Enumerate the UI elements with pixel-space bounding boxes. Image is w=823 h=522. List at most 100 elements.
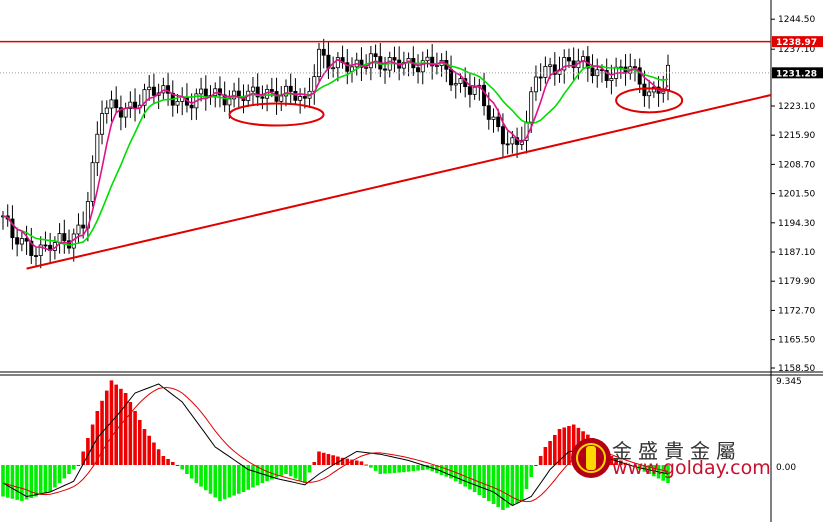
candle-body (260, 96, 265, 99)
histogram-bar (510, 465, 515, 506)
histogram-bar (303, 465, 307, 483)
histogram-bar (571, 424, 576, 465)
histogram-bar (204, 465, 208, 491)
price-tick-label: 1244.50 (778, 15, 815, 25)
histogram-bar (642, 465, 647, 472)
histogram-bar (439, 465, 444, 475)
candle-body (142, 89, 147, 106)
histogram-bar (161, 456, 166, 465)
price-tick-label: 1208.70 (778, 160, 815, 170)
candle-body (203, 88, 208, 98)
candle-body (533, 76, 538, 93)
histogram-bar (71, 465, 76, 470)
candle-body (500, 126, 505, 145)
price-tick-label: 1194.30 (778, 219, 815, 229)
candle-body (496, 116, 501, 128)
candle-body (81, 224, 86, 229)
indicator-panel: 9.345 0.00 (1, 377, 802, 510)
candle-body (472, 86, 477, 95)
candle-body (76, 224, 81, 235)
support-trendline (26, 94, 772, 270)
candle-body (510, 137, 515, 145)
candle-body (104, 107, 109, 115)
candle-body (505, 143, 510, 146)
histogram-bar (57, 465, 62, 483)
candle-body (283, 85, 288, 97)
candle-body (10, 218, 15, 239)
histogram-bar (387, 465, 392, 474)
histogram-bar (491, 465, 496, 504)
current-tag-background (772, 67, 823, 79)
candle-body (34, 255, 39, 257)
histogram-bar (524, 465, 529, 489)
histogram-bar (406, 465, 411, 472)
price-tick-label: 1158.50 (778, 364, 815, 374)
histogram-bar (53, 465, 57, 488)
histogram-bar (274, 465, 279, 478)
histogram-bar (364, 464, 368, 466)
price-tick-label: 1179.90 (778, 277, 815, 287)
price-tick-labels: 1244.50 1237.10 1223.10 1215.90 1208.70 1201.… (771, 15, 815, 374)
candle-body (331, 67, 336, 70)
histogram-bar (369, 465, 373, 468)
histogram-bar (48, 465, 52, 492)
histogram-bar (43, 465, 48, 494)
candle-body (562, 57, 567, 71)
candle-body (133, 101, 138, 109)
histogram-bar (128, 402, 133, 465)
histogram-bar (609, 456, 614, 465)
histogram-bar (29, 465, 34, 498)
candle-body (335, 57, 340, 69)
histogram-bar (345, 458, 350, 465)
candle-body (467, 86, 472, 95)
candle-body (482, 84, 487, 107)
histogram-bar (402, 465, 406, 473)
candle-body (255, 86, 260, 98)
highlight-ellipses (228, 87, 684, 127)
histogram-bar (501, 465, 505, 510)
histogram-bar (170, 462, 175, 465)
histogram-bar (15, 465, 19, 500)
histogram-bar (553, 435, 557, 465)
histogram-bar (175, 465, 180, 466)
histogram-bar (255, 465, 260, 486)
histogram-bar (340, 457, 345, 465)
candle-body (19, 238, 24, 245)
candle-body (552, 64, 557, 75)
histogram-bar (90, 424, 95, 465)
candle-body (416, 67, 421, 73)
resistance-tag-label: 1238.97 (776, 38, 817, 48)
candle-body (486, 105, 491, 120)
histogram-bar (279, 465, 284, 476)
histogram-bar (20, 465, 24, 501)
candle-body (316, 48, 321, 78)
histogram-bar (562, 427, 567, 465)
candle-body (359, 59, 364, 68)
histogram-bar (633, 465, 637, 468)
highlight-ellipse (615, 87, 684, 114)
candle-body (109, 99, 114, 109)
histogram-bar (420, 465, 425, 471)
golday-watermark: 金盛貴金屬 www.golday.com (571, 438, 771, 479)
histogram-bar (218, 465, 222, 501)
histogram-bar (298, 465, 302, 481)
indicator-zero-label: 0.00 (776, 463, 796, 473)
candle-body (434, 65, 439, 67)
histogram-bar (24, 465, 29, 500)
histogram-bar (288, 465, 293, 477)
candle-body (383, 68, 388, 71)
candle-body (302, 96, 307, 99)
histogram-bar (496, 465, 501, 507)
candle-body (128, 101, 133, 109)
candle-body (425, 56, 430, 62)
histogram-bar (76, 465, 81, 466)
histogram-bar (208, 465, 213, 494)
price-tick-label: 1172.70 (778, 306, 815, 316)
candle-body (62, 233, 67, 242)
candle-body (420, 60, 425, 73)
histogram-bar (227, 465, 232, 498)
candle-body (538, 76, 543, 79)
price-tick-label: 1187.10 (778, 248, 815, 258)
candle-body (15, 237, 20, 245)
